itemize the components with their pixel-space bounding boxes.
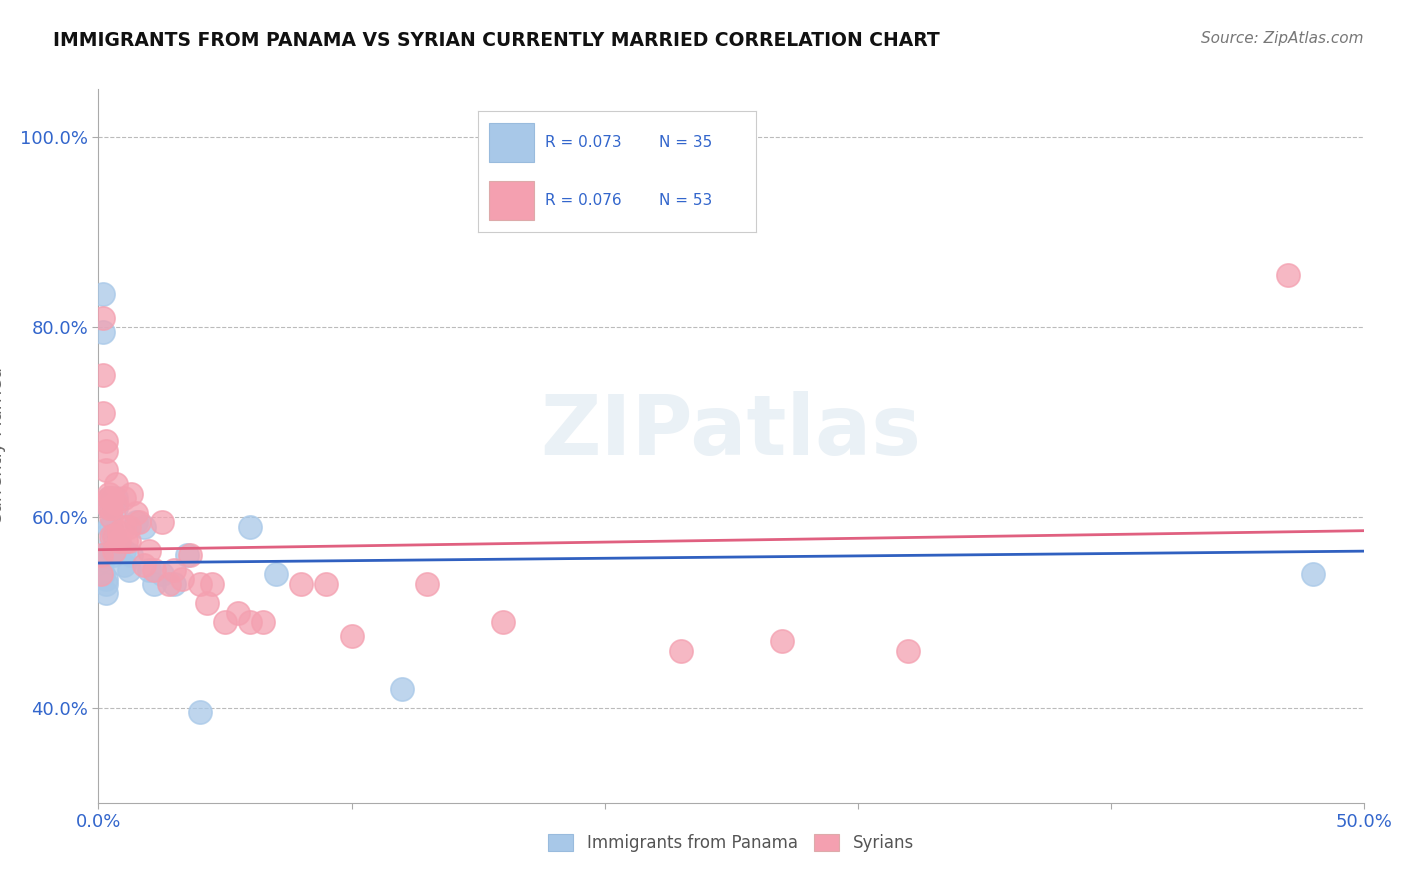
Point bbox=[252, 615, 274, 629]
Point bbox=[125, 506, 148, 520]
Point bbox=[290, 577, 312, 591]
Point bbox=[97, 486, 120, 500]
Point bbox=[188, 706, 211, 720]
Point bbox=[105, 500, 128, 515]
Point bbox=[103, 549, 125, 563]
Point bbox=[107, 524, 129, 539]
Point bbox=[93, 406, 115, 420]
Point bbox=[107, 539, 129, 553]
Point bbox=[150, 567, 173, 582]
Point bbox=[1302, 567, 1324, 582]
Point bbox=[105, 491, 128, 506]
Point bbox=[93, 325, 115, 339]
Point bbox=[118, 563, 141, 577]
Point bbox=[120, 549, 142, 563]
Point bbox=[118, 520, 141, 534]
Point bbox=[118, 534, 141, 549]
Point bbox=[143, 563, 166, 577]
Point bbox=[170, 572, 193, 586]
Point bbox=[163, 563, 186, 577]
Point bbox=[90, 567, 112, 582]
Point bbox=[93, 368, 115, 382]
Point bbox=[97, 500, 120, 515]
Point bbox=[97, 491, 120, 506]
Point bbox=[125, 515, 148, 529]
Point bbox=[100, 534, 122, 549]
Point bbox=[107, 534, 129, 549]
Point bbox=[103, 529, 125, 543]
Point bbox=[226, 606, 249, 620]
Point bbox=[138, 543, 160, 558]
Legend: Immigrants from Panama, Syrians: Immigrants from Panama, Syrians bbox=[541, 827, 921, 859]
Point bbox=[315, 577, 337, 591]
Point bbox=[97, 491, 120, 506]
Point bbox=[1277, 268, 1299, 282]
Point bbox=[103, 543, 125, 558]
Point bbox=[132, 558, 155, 572]
Point bbox=[239, 615, 262, 629]
Point bbox=[120, 486, 142, 500]
Point bbox=[100, 520, 122, 534]
Point bbox=[188, 577, 211, 591]
Point bbox=[94, 443, 117, 458]
Point bbox=[112, 491, 135, 506]
Point bbox=[770, 634, 793, 648]
Point bbox=[103, 529, 125, 543]
Point bbox=[157, 577, 180, 591]
Point bbox=[176, 549, 198, 563]
Point bbox=[93, 553, 115, 567]
Point bbox=[93, 567, 115, 582]
Point bbox=[90, 549, 112, 563]
Point bbox=[138, 563, 160, 577]
Point bbox=[100, 510, 122, 524]
Point bbox=[669, 643, 692, 657]
Point bbox=[100, 543, 122, 558]
Text: Source: ZipAtlas.com: Source: ZipAtlas.com bbox=[1201, 31, 1364, 46]
Point bbox=[105, 496, 128, 510]
Point bbox=[97, 500, 120, 515]
Point bbox=[112, 520, 135, 534]
Point bbox=[492, 615, 515, 629]
Point bbox=[128, 515, 150, 529]
Point bbox=[115, 534, 138, 549]
Point bbox=[93, 286, 115, 301]
Point bbox=[143, 577, 166, 591]
Point bbox=[214, 615, 236, 629]
Point bbox=[391, 681, 413, 696]
Point bbox=[112, 543, 135, 558]
Point bbox=[105, 477, 128, 491]
Point bbox=[163, 577, 186, 591]
Point bbox=[94, 586, 117, 600]
Point bbox=[340, 629, 363, 643]
Point bbox=[416, 577, 439, 591]
Point bbox=[97, 520, 120, 534]
Text: IMMIGRANTS FROM PANAMA VS SYRIAN CURRENTLY MARRIED CORRELATION CHART: IMMIGRANTS FROM PANAMA VS SYRIAN CURRENT… bbox=[53, 31, 941, 50]
Point bbox=[94, 572, 117, 586]
Point bbox=[195, 596, 218, 610]
Point bbox=[239, 520, 262, 534]
Point bbox=[897, 643, 920, 657]
Point bbox=[264, 567, 287, 582]
Point bbox=[94, 463, 117, 477]
Text: ZIPatlas: ZIPatlas bbox=[541, 392, 921, 472]
Point bbox=[93, 549, 115, 563]
Point bbox=[100, 500, 122, 515]
Point bbox=[94, 577, 117, 591]
Point bbox=[150, 515, 173, 529]
Point bbox=[201, 577, 224, 591]
Point bbox=[132, 520, 155, 534]
Point bbox=[179, 549, 201, 563]
Point bbox=[93, 310, 115, 325]
Point bbox=[94, 434, 117, 449]
Y-axis label: Currently Married: Currently Married bbox=[0, 367, 6, 525]
Point bbox=[100, 529, 122, 543]
Point bbox=[100, 491, 122, 506]
Point bbox=[112, 558, 135, 572]
